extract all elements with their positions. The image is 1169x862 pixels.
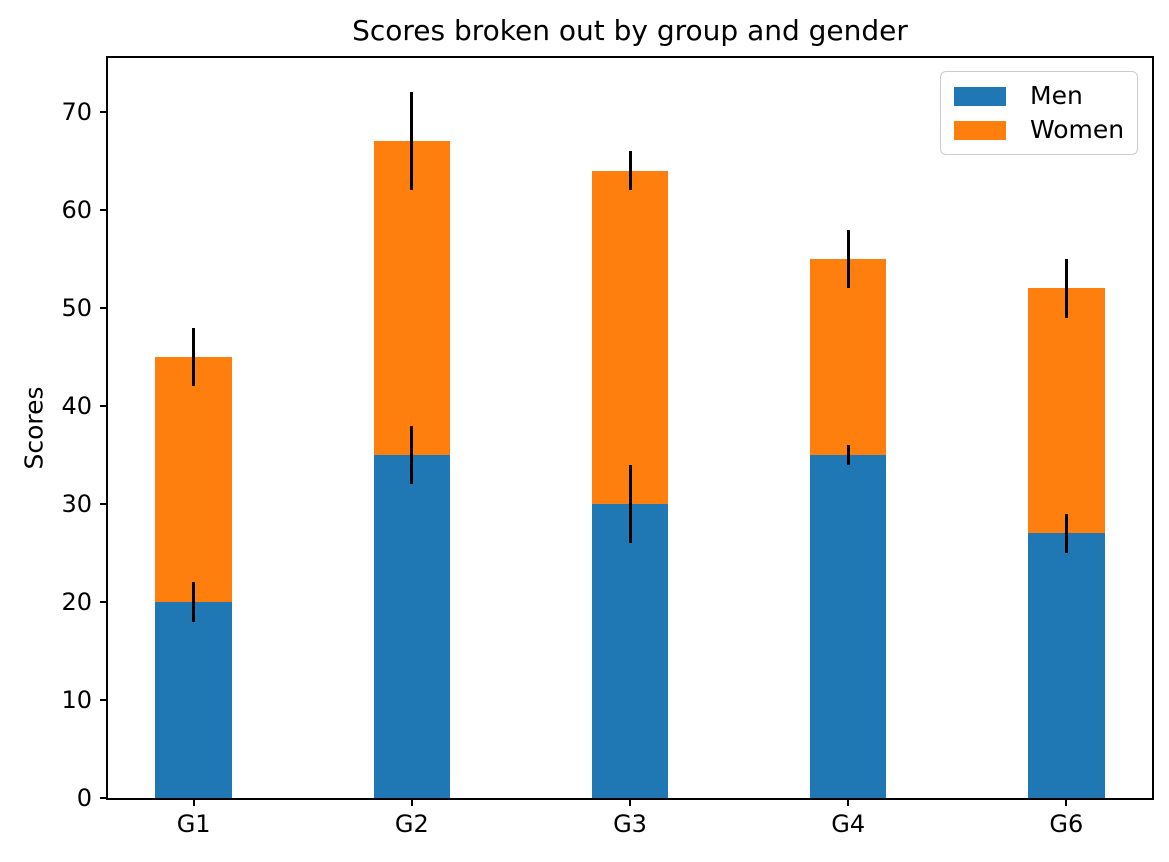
y-tick-label-0: 0 — [76, 784, 92, 812]
error-bar-total-g6 — [1064, 258, 1068, 318]
x-tick-mark-g4 — [847, 798, 850, 806]
legend: Men Women — [940, 71, 1138, 155]
y-tick-mark-70 — [100, 110, 108, 113]
bar-segment-women-g3 — [591, 170, 669, 504]
y-tick-mark-20 — [100, 600, 108, 603]
y-tick-label-50: 50 — [61, 293, 92, 322]
x-tick-label-g2: G2 — [394, 810, 429, 838]
y-tick-mark-30 — [100, 502, 108, 505]
error-bar-men-g1 — [192, 582, 196, 622]
legend-swatch-women — [954, 120, 1006, 140]
legend-label-women: Women — [1030, 115, 1125, 144]
error-bar-men-g6 — [1064, 513, 1068, 553]
y-tick-mark-40 — [100, 404, 108, 407]
x-tick-label-g4: G4 — [831, 810, 866, 838]
bar-segment-men-g2 — [373, 454, 450, 798]
y-tick-mark-0 — [100, 797, 108, 799]
error-bar-total-g1 — [192, 327, 196, 387]
bar-segment-men-g1 — [155, 601, 232, 798]
x-tick-label-g3: G3 — [613, 810, 647, 838]
bar-segment-women-g2 — [373, 141, 450, 455]
plot-area — [108, 58, 1152, 798]
bar-segment-women-g1 — [155, 356, 232, 602]
y-tick-label-60: 60 — [61, 195, 92, 224]
error-bar-total-g4 — [846, 229, 850, 289]
legend-entry-men: Men — [954, 79, 1124, 113]
error-bar-men-g3 — [628, 464, 632, 544]
y-tick-mark-60 — [100, 208, 108, 211]
x-tick-mark-g6 — [1065, 798, 1068, 806]
bar-segment-men-g4 — [810, 454, 887, 798]
y-tick-label-10: 10 — [61, 685, 92, 714]
x-tick-mark-g3 — [629, 798, 631, 806]
y-tick-label-40: 40 — [61, 391, 92, 420]
error-bar-total-g3 — [628, 151, 632, 191]
y-tick-label-30: 30 — [61, 489, 92, 518]
y-tick-mark-10 — [100, 698, 108, 701]
x-tick-mark-g1 — [192, 798, 195, 806]
bar-segment-men-g3 — [591, 503, 669, 798]
legend-swatch-men — [954, 86, 1006, 106]
error-bar-men-g4 — [846, 445, 850, 465]
y-tick-label-70: 70 — [61, 97, 92, 126]
y-tick-label-20: 20 — [61, 587, 92, 616]
x-tick-label-g1: G1 — [176, 810, 211, 838]
legend-entry-women: Women — [954, 113, 1124, 147]
x-tick-mark-g2 — [410, 798, 413, 806]
bar-segment-women-g4 — [810, 258, 887, 455]
legend-label-men: Men — [1030, 81, 1083, 110]
error-bar-total-g2 — [410, 92, 414, 191]
bar-segment-women-g6 — [1028, 288, 1105, 534]
bar-segment-men-g6 — [1028, 533, 1105, 798]
error-bar-men-g2 — [410, 425, 414, 485]
chart-title: Scores broken out by group and gender — [352, 14, 908, 47]
x-tick-label-g6: G6 — [1049, 810, 1084, 838]
y-tick-mark-50 — [100, 306, 108, 309]
